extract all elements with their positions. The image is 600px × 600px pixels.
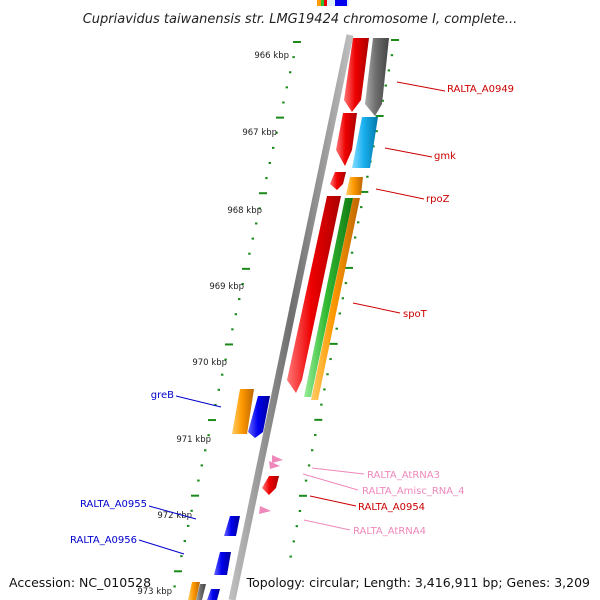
gene-ralta-a0954-red[interactable] — [262, 476, 279, 495]
rna-ralta-amisc-rna-4[interactable] — [269, 461, 280, 469]
top-feature-stub-c — [324, 0, 327, 6]
gene-rpoz-orange[interactable] — [346, 177, 363, 195]
label-gmk[interactable]: gmk — [434, 151, 456, 162]
gene-ralta-a0949-red[interactable] — [344, 38, 369, 112]
kbp-label-968: 968 kbp — [227, 206, 262, 216]
top-feature-stub-d — [335, 0, 347, 6]
leader-gmk — [384, 147, 433, 158]
gene-features — [188, 38, 389, 600]
gene-bottom-grey[interactable] — [196, 584, 206, 600]
leader-ralta-amisc-rna-4 — [302, 473, 359, 491]
leader-ralta-atrna3 — [311, 467, 365, 475]
label-ralta-a0955[interactable]: RALTA_A0955 — [80, 499, 147, 510]
leader-ralta-a0954 — [309, 495, 357, 507]
kbp-label-973: 973 kbp — [137, 587, 172, 597]
gene-bottom-orange[interactable] — [188, 582, 200, 600]
inner-tick-track — [173, 41, 301, 588]
leader-ralta-atrna4 — [303, 519, 351, 531]
label-ralta-a0956[interactable]: RALTA_A0956 — [70, 535, 137, 546]
leader-ralta-a0956 — [138, 539, 185, 555]
topology-text: Topology: circular; Length: 3,416,911 bp… — [246, 575, 590, 590]
kbp-label-967: 967 kbp — [242, 128, 277, 138]
label-spot[interactable]: spoT — [403, 309, 428, 320]
gene-green-long[interactable] — [304, 198, 353, 397]
gene-greb-blue[interactable] — [248, 396, 270, 438]
leader-spot — [352, 302, 401, 314]
leader-ralta-a0949 — [396, 81, 446, 92]
label-ralta-amisc-rna-4[interactable]: RALTA_Amisc_RNA_4 — [362, 486, 464, 497]
top-feature-stub-a — [317, 0, 321, 6]
kbp-tick-labels: 966 kbp 967 kbp 968 kbp 969 kbp 970 kbp … — [137, 51, 289, 597]
kbp-label-972: 972 kbp — [157, 511, 192, 521]
map-title: Cupriavidus taiwanensis str. LMG19424 ch… — [83, 12, 518, 27]
gene-red-small[interactable] — [330, 172, 346, 190]
top-feature-stub-b — [321, 0, 324, 6]
kbp-label-971: 971 kbp — [176, 435, 211, 445]
gene-ralta-a0956-blue[interactable] — [214, 552, 231, 575]
gene-spot-red[interactable] — [287, 196, 341, 393]
label-ralta-atrna4[interactable]: RALTA_AtRNA4 — [353, 526, 426, 537]
top-feature-stub — [317, 0, 349, 6]
label-ralta-a0954[interactable]: RALTA_A0954 — [358, 502, 425, 513]
label-ralta-a0949[interactable]: RALTA_A0949 — [447, 84, 514, 95]
gene-ralta-a0955-blue[interactable] — [224, 516, 240, 536]
rna-ralta-atrna4[interactable] — [259, 506, 271, 514]
gene-bottom-blue[interactable] — [207, 589, 220, 600]
gene-ralta-a0949-grey[interactable] — [365, 38, 389, 116]
leader-ralta-a0955 — [148, 505, 197, 520]
kbp-label-969: 969 kbp — [209, 282, 244, 292]
leader-lines — [138, 81, 446, 555]
genome-backbone — [228, 34, 354, 600]
rna-ralta-atrna3[interactable] — [272, 455, 283, 463]
gene-greb-orange[interactable] — [232, 389, 254, 434]
gene-labels: RALTA_A0949 gmk rpoZ spoT greB RALTA_AtR… — [70, 84, 514, 546]
label-rpoz[interactable]: rpoZ — [426, 194, 450, 205]
gene-gmk-cyan[interactable] — [352, 117, 378, 168]
leader-greb — [175, 395, 222, 408]
leader-rpoz — [375, 188, 425, 200]
gene-gmk-red[interactable] — [336, 113, 357, 166]
label-ralta-atrna3[interactable]: RALTA_AtRNA3 — [367, 470, 440, 481]
label-greb[interactable]: greB — [151, 390, 174, 401]
gene-orange-long[interactable] — [311, 198, 360, 400]
accession-text: Accession: NC_010528 — [9, 575, 151, 590]
kbp-label-966: 966 kbp — [254, 51, 289, 61]
kbp-label-970: 970 kbp — [192, 358, 227, 368]
